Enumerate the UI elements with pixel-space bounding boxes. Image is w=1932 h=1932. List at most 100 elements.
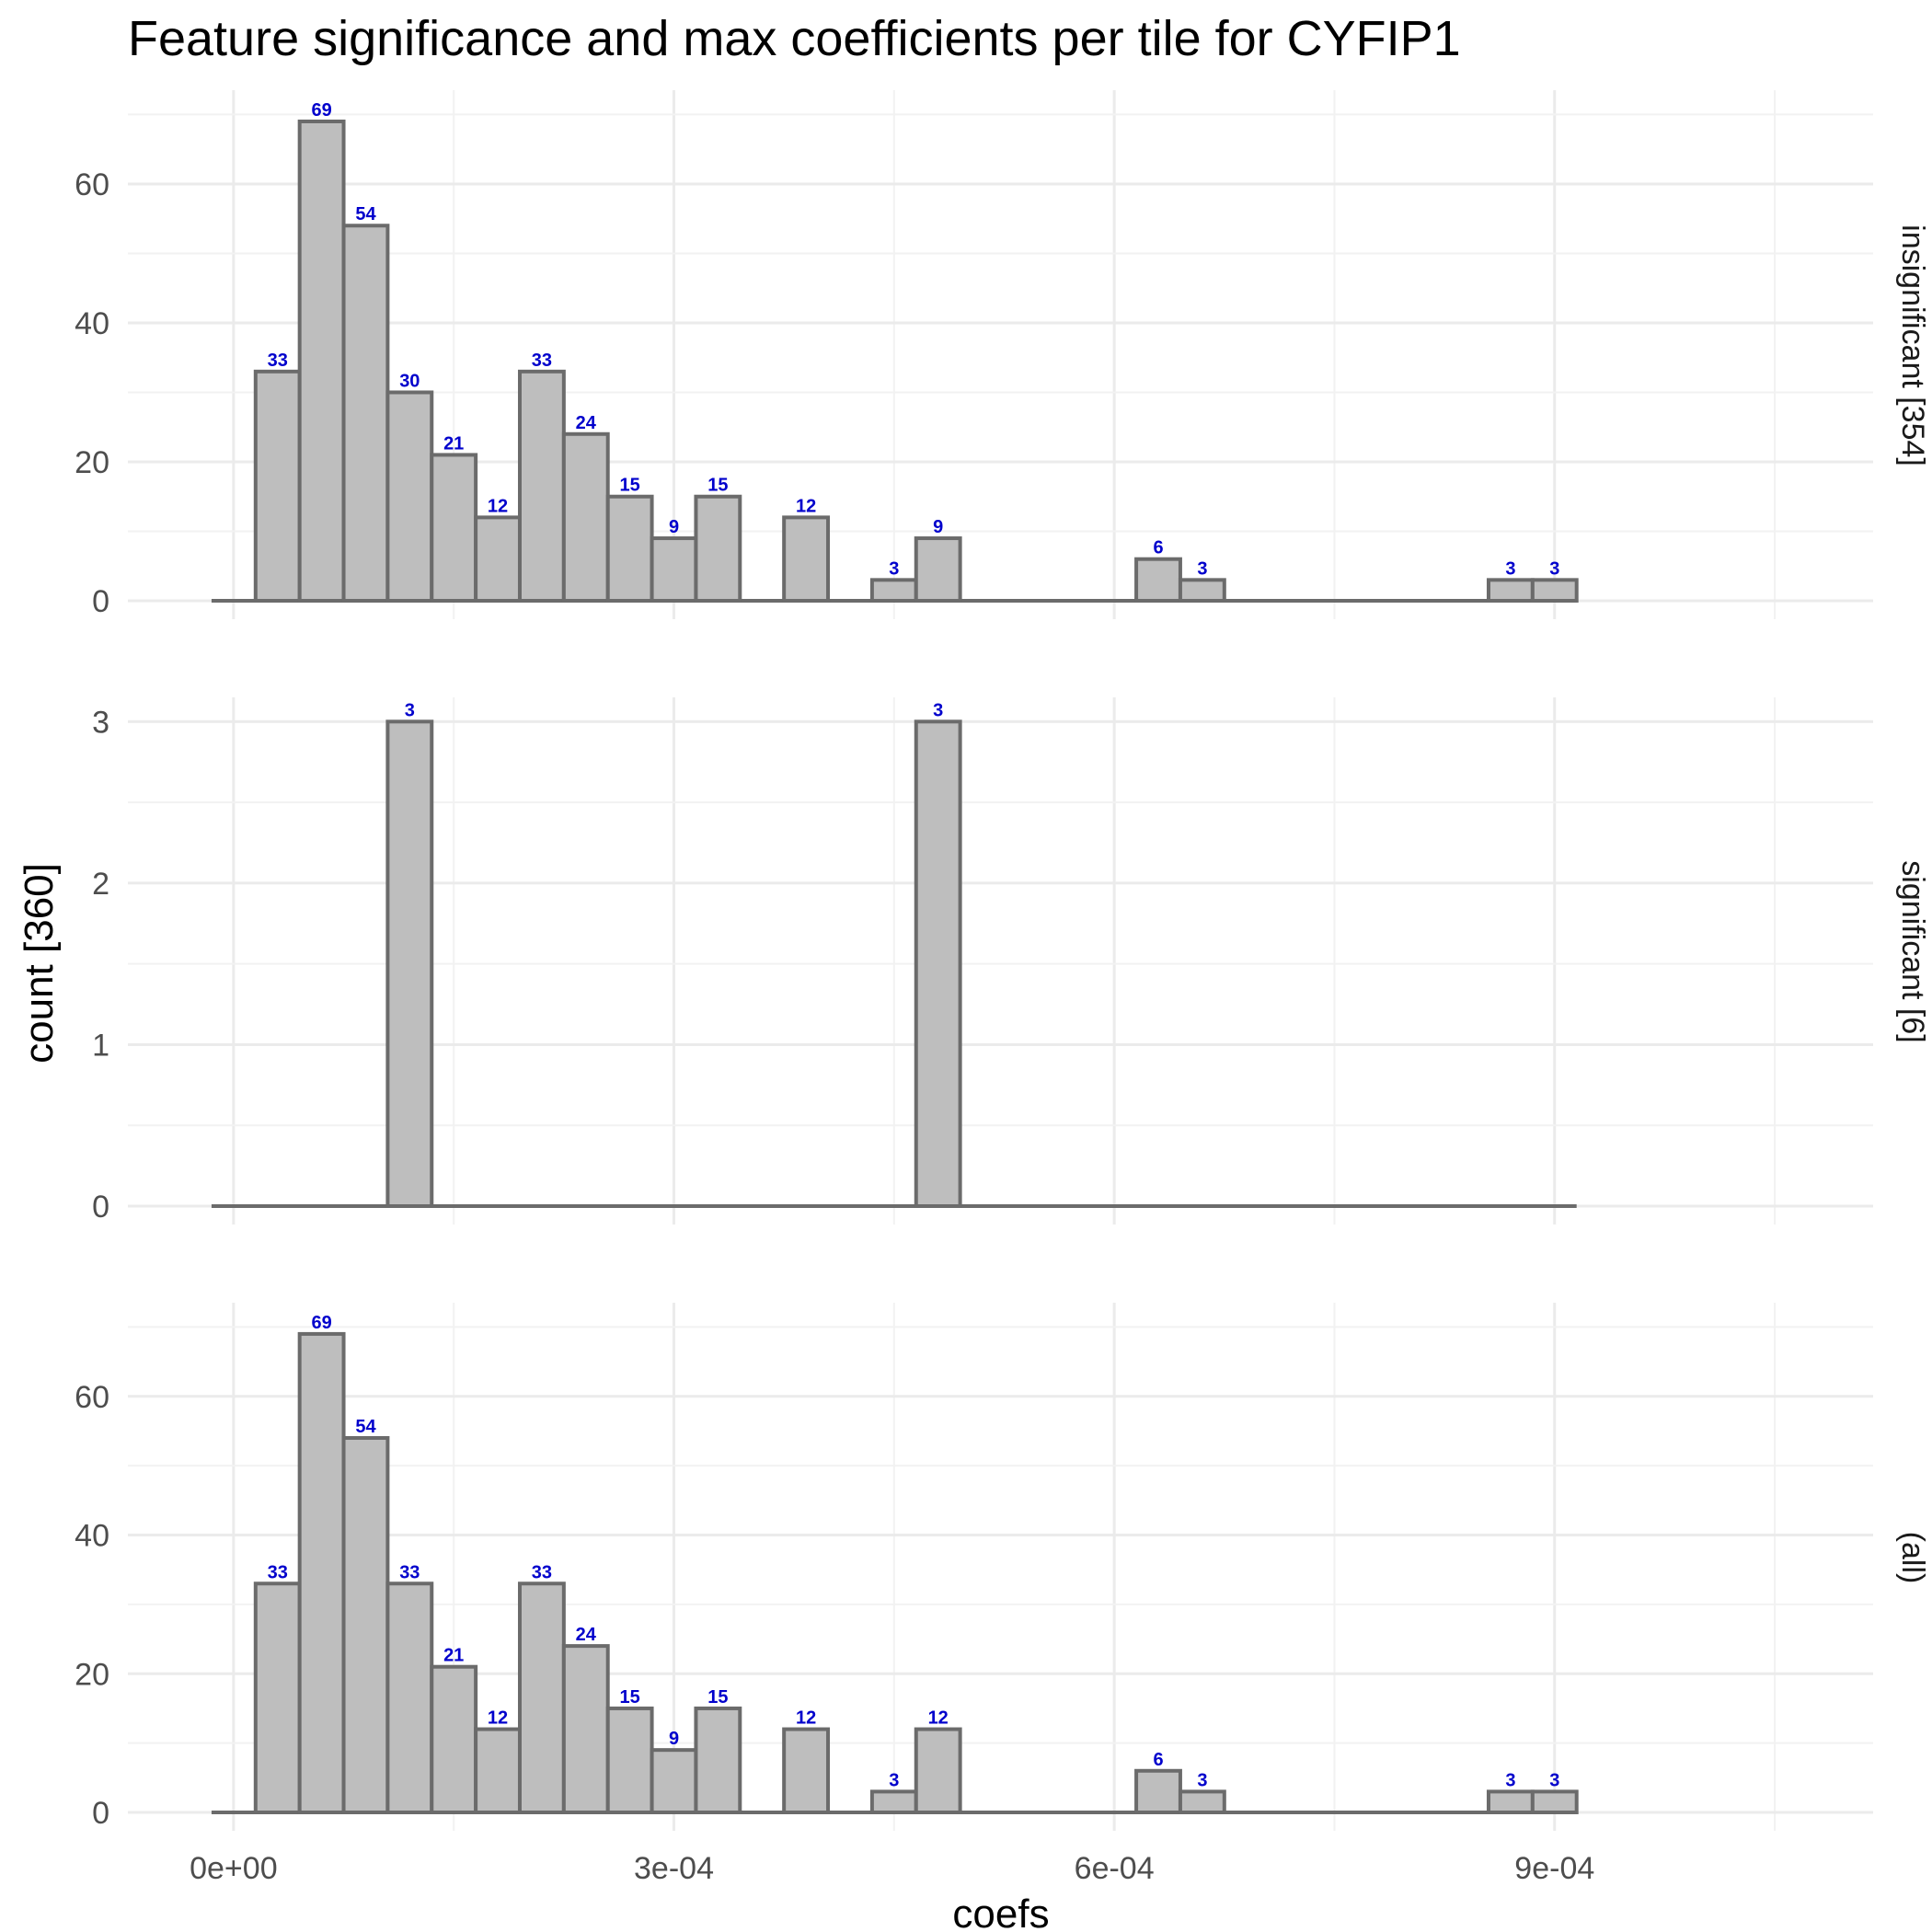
x-tick-label: 3e-04 bbox=[634, 1851, 714, 1886]
bar-data-label: 15 bbox=[620, 1687, 640, 1708]
bar-data-label: 15 bbox=[620, 476, 640, 496]
y-tick-label: 1 bbox=[92, 1028, 109, 1063]
histogram-bar bbox=[782, 1727, 831, 1815]
histogram-bar bbox=[474, 1727, 522, 1815]
x-axis-title: coefs bbox=[952, 1892, 1049, 1932]
bar-data-label: 9 bbox=[669, 517, 679, 537]
bar-data-label: 3 bbox=[1505, 558, 1515, 579]
bar-data-label: 15 bbox=[707, 1687, 728, 1708]
bar-data-label: 24 bbox=[576, 413, 597, 433]
bar-data-label: 3 bbox=[933, 700, 943, 720]
histogram-bar bbox=[385, 390, 434, 603]
bar-data-label: 21 bbox=[443, 1646, 464, 1666]
bar-data-label: 69 bbox=[311, 100, 331, 121]
histogram-bar bbox=[1486, 1789, 1535, 1814]
y-tick-label: 20 bbox=[75, 1657, 109, 1692]
y-tick-label: 2 bbox=[92, 867, 109, 902]
histogram-bar bbox=[914, 719, 962, 1208]
chart-title: Feature significance and max coefficient… bbox=[128, 11, 1461, 66]
bar-data-label: 12 bbox=[488, 496, 508, 516]
y-tick-label: 60 bbox=[75, 167, 109, 202]
histogram-bar bbox=[1530, 578, 1579, 603]
histogram-bar bbox=[517, 1581, 566, 1814]
y-tick-label: 40 bbox=[75, 1519, 109, 1554]
bar-data-label: 3 bbox=[405, 700, 415, 720]
histogram-bar bbox=[517, 369, 566, 603]
histogram-bar bbox=[1178, 578, 1226, 603]
bar-data-label: 3 bbox=[889, 1770, 899, 1790]
bar-data-label: 33 bbox=[268, 351, 288, 371]
x-tick-label: 9e-04 bbox=[1514, 1851, 1594, 1886]
x-tick-label: 0e+00 bbox=[190, 1851, 278, 1886]
y-tick-label: 60 bbox=[75, 1380, 109, 1415]
y-tick-label: 0 bbox=[92, 584, 109, 619]
bar-data-label: 21 bbox=[443, 433, 464, 454]
bar-data-label: 15 bbox=[707, 476, 728, 496]
histogram-bar bbox=[1134, 1768, 1182, 1815]
bar-data-label: 12 bbox=[488, 1708, 508, 1729]
facet-strip-label: insignificant [354] bbox=[1895, 224, 1930, 466]
bar-data-label: 12 bbox=[796, 1708, 816, 1729]
y-tick-label: 0 bbox=[92, 1796, 109, 1831]
y-tick-label: 3 bbox=[92, 705, 109, 740]
histogram-bar bbox=[914, 536, 962, 604]
bar-data-label: 12 bbox=[928, 1708, 949, 1729]
histogram-bar bbox=[474, 515, 522, 603]
histogram-bar bbox=[914, 1727, 962, 1815]
histogram-bar bbox=[1486, 578, 1535, 603]
bar-data-label: 12 bbox=[796, 496, 816, 516]
histogram-bar bbox=[694, 494, 742, 603]
histogram-bar bbox=[1134, 557, 1182, 603]
bar-data-label: 24 bbox=[576, 1625, 597, 1645]
histogram-bar bbox=[869, 578, 918, 603]
bar-data-label: 3 bbox=[1549, 558, 1559, 579]
bar-data-label: 3 bbox=[1197, 1770, 1207, 1790]
histogram-bar bbox=[253, 369, 302, 603]
y-tick-label: 20 bbox=[75, 445, 109, 480]
histogram-bar bbox=[341, 224, 390, 603]
histogram-bar bbox=[1530, 1789, 1579, 1814]
histogram-bar bbox=[385, 719, 434, 1208]
facet-strip-label: significant [6] bbox=[1895, 860, 1930, 1042]
y-tick-label: 40 bbox=[75, 306, 109, 341]
histogram-bar bbox=[430, 1664, 478, 1814]
bar-data-label: 33 bbox=[268, 1562, 288, 1582]
histogram-bar bbox=[385, 1581, 434, 1814]
bar-data-label: 3 bbox=[1505, 1770, 1515, 1790]
histogram-bar bbox=[694, 1706, 742, 1814]
bar-data-label: 3 bbox=[1549, 1770, 1559, 1790]
bar-data-label: 30 bbox=[399, 371, 420, 391]
histogram-bar bbox=[561, 1644, 610, 1815]
histogram-bar bbox=[869, 1789, 918, 1814]
bar-data-label: 33 bbox=[532, 351, 552, 371]
bar-data-label: 6 bbox=[1153, 538, 1163, 558]
histogram-bar bbox=[430, 453, 478, 603]
histogram-bar bbox=[1178, 1789, 1226, 1814]
bar-data-label: 69 bbox=[311, 1313, 331, 1333]
histogram-bar bbox=[650, 536, 698, 604]
x-tick-label: 6e-04 bbox=[1075, 1851, 1155, 1886]
bar-data-label: 33 bbox=[532, 1562, 552, 1582]
bar-data-label: 9 bbox=[669, 1729, 679, 1749]
bar-data-label: 9 bbox=[933, 517, 943, 537]
bar-data-label: 3 bbox=[889, 558, 899, 579]
bar-data-label: 54 bbox=[355, 204, 376, 224]
bar-data-label: 3 bbox=[1197, 558, 1207, 579]
histogram-bar bbox=[253, 1581, 302, 1814]
bar-data-label: 33 bbox=[399, 1562, 420, 1582]
histogram-bar bbox=[605, 494, 654, 603]
histogram-bar bbox=[650, 1748, 698, 1814]
histogram-bar bbox=[341, 1435, 390, 1815]
histogram-bar bbox=[782, 515, 831, 603]
y-tick-label: 0 bbox=[92, 1190, 109, 1225]
histogram-bar bbox=[605, 1706, 654, 1814]
bar-data-label: 54 bbox=[355, 1417, 376, 1437]
histogram-bar bbox=[297, 1331, 346, 1814]
histogram-bar bbox=[561, 431, 610, 603]
bar-data-label: 6 bbox=[1153, 1750, 1163, 1770]
facet-panel-2: 0 1 2 3 3 3 significant [6] bbox=[92, 697, 1930, 1225]
